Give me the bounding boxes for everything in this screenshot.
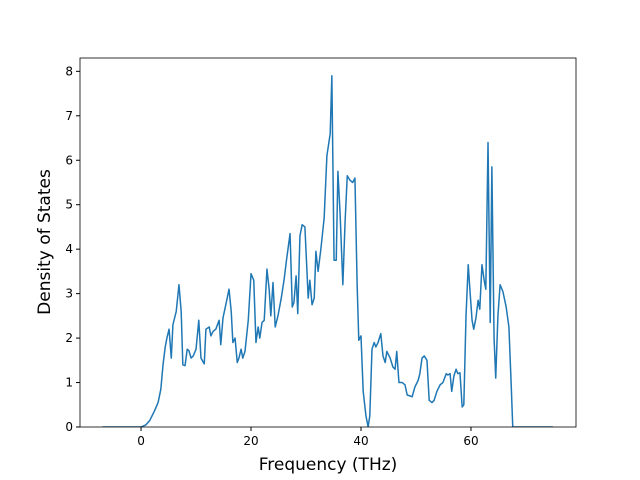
y-tick-label: 1 (65, 376, 73, 390)
y-tick-label: 6 (65, 153, 73, 167)
x-tick-label: 20 (243, 434, 258, 448)
x-tick-label: 0 (137, 434, 145, 448)
y-tick-label: 0 (65, 420, 73, 434)
y-tick-label: 3 (65, 287, 73, 301)
y-tick-label: 5 (65, 198, 73, 212)
plot-frame (79, 57, 577, 428)
line (102, 75, 553, 427)
x-tick-label: 40 (353, 434, 368, 448)
y-tick-label: 7 (65, 109, 73, 123)
y-tick-label: 2 (65, 331, 73, 345)
x-tick-label: 60 (463, 434, 478, 448)
y-tick-label: 8 (65, 64, 73, 78)
y-tick-label: 4 (65, 242, 73, 256)
y-axis-label: Density of States (35, 169, 55, 315)
x-axis-label: Frequency (THz) (259, 455, 398, 475)
